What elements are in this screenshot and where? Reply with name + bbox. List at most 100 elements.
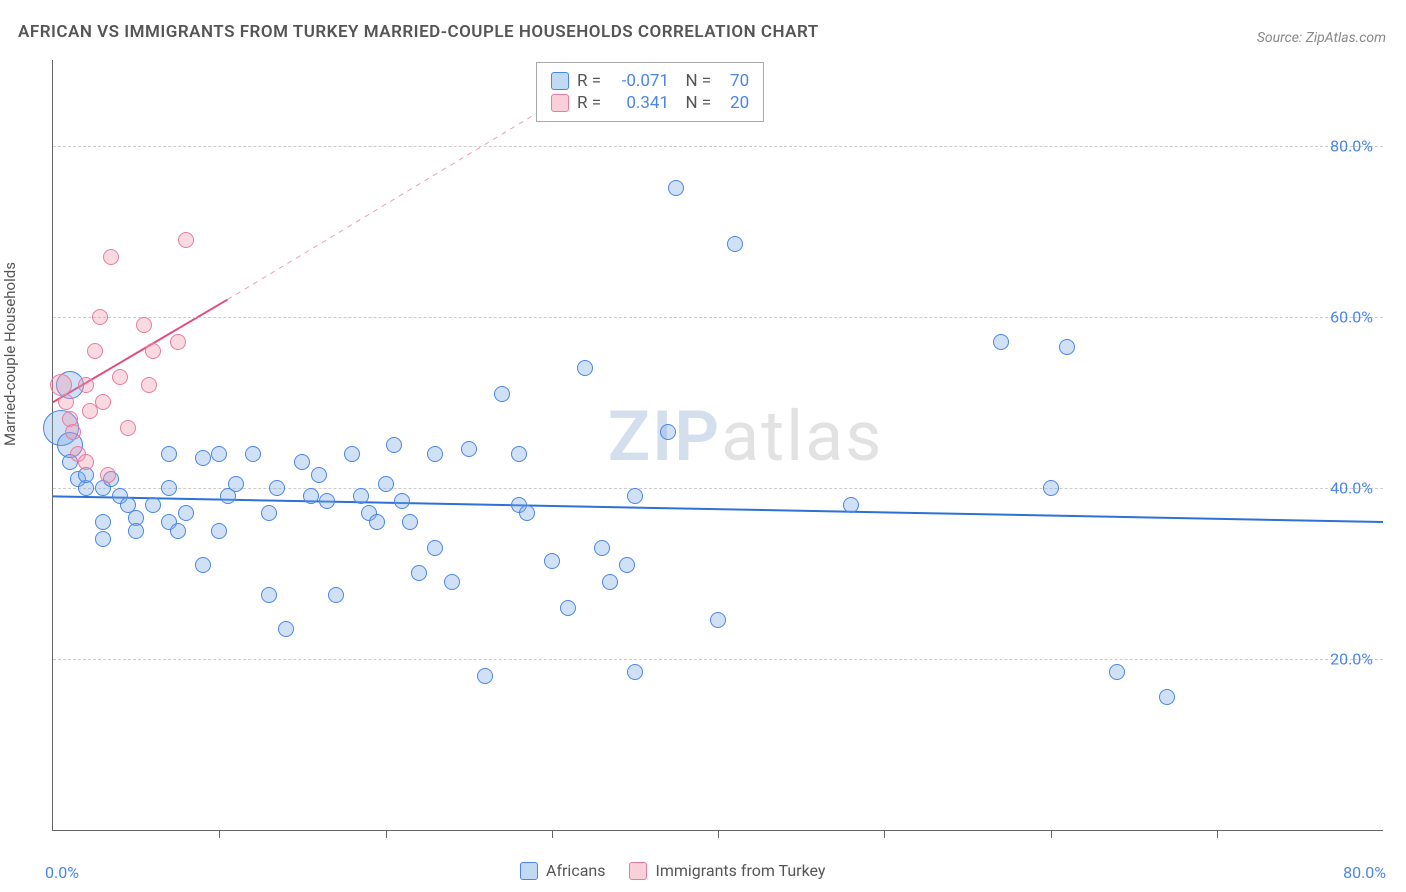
data-point xyxy=(92,309,108,325)
y-tick-label: 80.0% xyxy=(1330,136,1373,155)
data-point xyxy=(519,505,535,521)
stat-n-africans: 70 xyxy=(719,71,749,91)
watermark-atlas: atlas xyxy=(721,396,883,478)
swatch-blue-icon xyxy=(551,72,569,90)
data-point xyxy=(328,587,344,603)
data-point xyxy=(444,574,460,590)
stats-row-turkey: R = 0.341 N = 20 xyxy=(551,93,749,113)
legend-label-turkey: Immigrants from Turkey xyxy=(655,861,825,880)
plot-area: ZIPatlas 20.0% 40.0% 60.0% 80.0% xyxy=(52,60,1383,831)
legend-swatch-blue-icon xyxy=(520,862,538,880)
data-point xyxy=(269,480,285,496)
source-attribution: Source: ZipAtlas.com xyxy=(1257,30,1386,46)
data-point xyxy=(1109,664,1125,680)
chart-container: AFRICAN VS IMMIGRANTS FROM TURKEY MARRIE… xyxy=(0,0,1406,892)
data-point xyxy=(112,369,128,385)
data-point xyxy=(261,505,277,521)
data-point xyxy=(843,497,859,513)
data-point xyxy=(278,621,294,637)
data-point xyxy=(128,523,144,539)
data-point xyxy=(245,446,261,462)
data-point xyxy=(577,360,593,376)
y-tick-label: 20.0% xyxy=(1330,649,1373,668)
data-point xyxy=(427,446,443,462)
data-point xyxy=(560,600,576,616)
data-point xyxy=(594,540,610,556)
x-axis-origin-label: 0.0% xyxy=(45,863,79,882)
data-point xyxy=(78,377,94,393)
data-point xyxy=(303,488,319,504)
y-tick-label: 40.0% xyxy=(1330,478,1373,497)
y-axis-label: Married-couple Households xyxy=(1,262,19,446)
legend-label-africans: Africans xyxy=(546,861,605,880)
stats-row-africans: R = -0.071 N = 70 xyxy=(551,71,749,91)
correlation-stats-box: R = -0.071 N = 70 R = 0.341 N = 20 xyxy=(536,62,764,122)
data-point xyxy=(378,476,394,492)
chart-title: AFRICAN VS IMMIGRANTS FROM TURKEY MARRIE… xyxy=(18,22,819,42)
data-point xyxy=(544,553,560,569)
data-point xyxy=(1059,339,1075,355)
data-point xyxy=(261,587,277,603)
x-axis-max-label: 80.0% xyxy=(1343,863,1386,882)
data-point xyxy=(344,446,360,462)
data-point xyxy=(369,514,385,530)
data-point xyxy=(319,493,335,509)
data-point xyxy=(427,540,443,556)
stat-label-r: R = xyxy=(577,71,601,91)
data-point xyxy=(602,574,618,590)
data-point xyxy=(170,334,186,350)
data-point xyxy=(294,454,310,470)
gridline xyxy=(53,146,1383,147)
data-point xyxy=(95,531,111,547)
data-point xyxy=(668,180,684,196)
data-point xyxy=(619,557,635,573)
data-point xyxy=(136,317,152,333)
swatch-pink-icon xyxy=(551,94,569,112)
legend-swatch-pink-icon xyxy=(629,862,647,880)
data-point xyxy=(727,236,743,252)
data-point xyxy=(161,446,177,462)
data-point xyxy=(120,420,136,436)
data-point xyxy=(461,441,477,457)
data-point xyxy=(87,343,103,359)
data-point xyxy=(660,424,676,440)
x-tick xyxy=(219,830,220,838)
data-point xyxy=(402,514,418,530)
data-point xyxy=(993,334,1009,350)
x-tick xyxy=(718,830,719,838)
data-point xyxy=(627,664,643,680)
stat-label-n: N = xyxy=(677,71,711,91)
data-point xyxy=(65,424,81,440)
stat-r-africans: -0.071 xyxy=(609,71,669,91)
data-point xyxy=(411,565,427,581)
data-point xyxy=(511,446,527,462)
gridline xyxy=(53,317,1383,318)
gridline xyxy=(53,488,1383,489)
stat-label-n: N = xyxy=(677,93,711,113)
stat-label-r: R = xyxy=(577,93,601,113)
stat-n-turkey: 20 xyxy=(719,93,749,113)
data-point xyxy=(178,232,194,248)
data-point xyxy=(710,612,726,628)
data-point xyxy=(145,343,161,359)
data-point xyxy=(211,523,227,539)
data-point xyxy=(100,467,116,483)
data-point xyxy=(103,249,119,265)
data-point xyxy=(78,454,94,470)
data-point xyxy=(311,467,327,483)
x-tick xyxy=(1217,830,1218,838)
data-point xyxy=(145,497,161,513)
data-point xyxy=(50,374,72,396)
data-point xyxy=(228,476,244,492)
x-tick xyxy=(552,830,553,838)
watermark: ZIPatlas xyxy=(608,396,884,478)
data-point xyxy=(494,386,510,402)
x-tick xyxy=(386,830,387,838)
x-tick xyxy=(1051,830,1052,838)
data-point xyxy=(627,488,643,504)
data-point xyxy=(353,488,369,504)
y-tick-label: 60.0% xyxy=(1330,307,1373,326)
data-point xyxy=(178,505,194,521)
data-point xyxy=(195,557,211,573)
data-point xyxy=(95,514,111,530)
